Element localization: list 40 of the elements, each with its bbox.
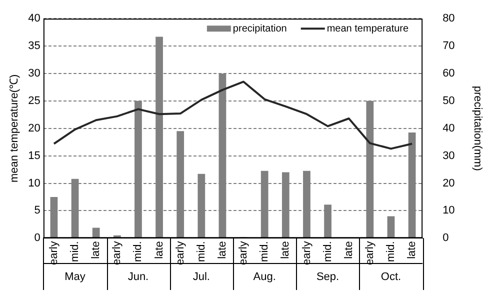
x-tick-label: mid. <box>132 241 144 262</box>
x-tick-label: late <box>216 241 228 259</box>
legend-label: precipitation <box>232 23 287 34</box>
x-tick-label: late <box>280 241 292 259</box>
text: Oct. <box>380 271 402 284</box>
x-tick-label: mid. <box>385 241 397 262</box>
y-tick-label: 10 <box>28 177 40 190</box>
y-tick-label: 0 <box>34 232 40 244</box>
y2-tick-label: 30 <box>442 150 455 162</box>
y-tick-label: 40 <box>28 12 40 25</box>
y-tick-label: 15 <box>28 150 40 162</box>
y2-tick-label: 70 <box>442 40 455 52</box>
y-tick-label: 25 <box>28 94 40 107</box>
y-tick-label: 5 <box>34 204 40 217</box>
text: Aug. <box>253 271 276 284</box>
legend-label: mean temperature <box>326 23 410 34</box>
y2-tick-label: 50 <box>442 94 455 107</box>
y2-tick-label: 20 <box>442 177 455 190</box>
text: May <box>64 271 86 284</box>
y2-axis-title: precipitation(mm) <box>471 86 484 171</box>
x-tick-label: late <box>153 241 166 259</box>
y2-tick-label: 80 <box>442 12 455 25</box>
x-tick-label: mid. <box>258 241 271 262</box>
x-tick-label: late <box>406 241 418 259</box>
y2-tick-label: 40 <box>442 122 455 134</box>
y2-tick-label: 0 <box>442 232 449 244</box>
y2-tick-label: 10 <box>442 204 455 217</box>
y-tick-label: 35 <box>28 40 40 52</box>
y-tick-label: 20 <box>28 122 40 134</box>
text: Sep. <box>316 271 340 284</box>
x-tick-label: mid. <box>195 241 208 262</box>
y-tick-label: 30 <box>28 68 40 80</box>
y-axis-title: mean temperature(℃) <box>8 74 21 182</box>
text: Jun. <box>128 271 149 284</box>
x-tick-label: late <box>342 241 355 259</box>
text: Jul. <box>192 271 210 284</box>
x-tick-label: late <box>90 241 102 259</box>
y2-tick-label: 60 <box>442 68 455 80</box>
x-tick-label: mid. <box>69 241 82 262</box>
x-tick-label: mid. <box>322 241 334 262</box>
